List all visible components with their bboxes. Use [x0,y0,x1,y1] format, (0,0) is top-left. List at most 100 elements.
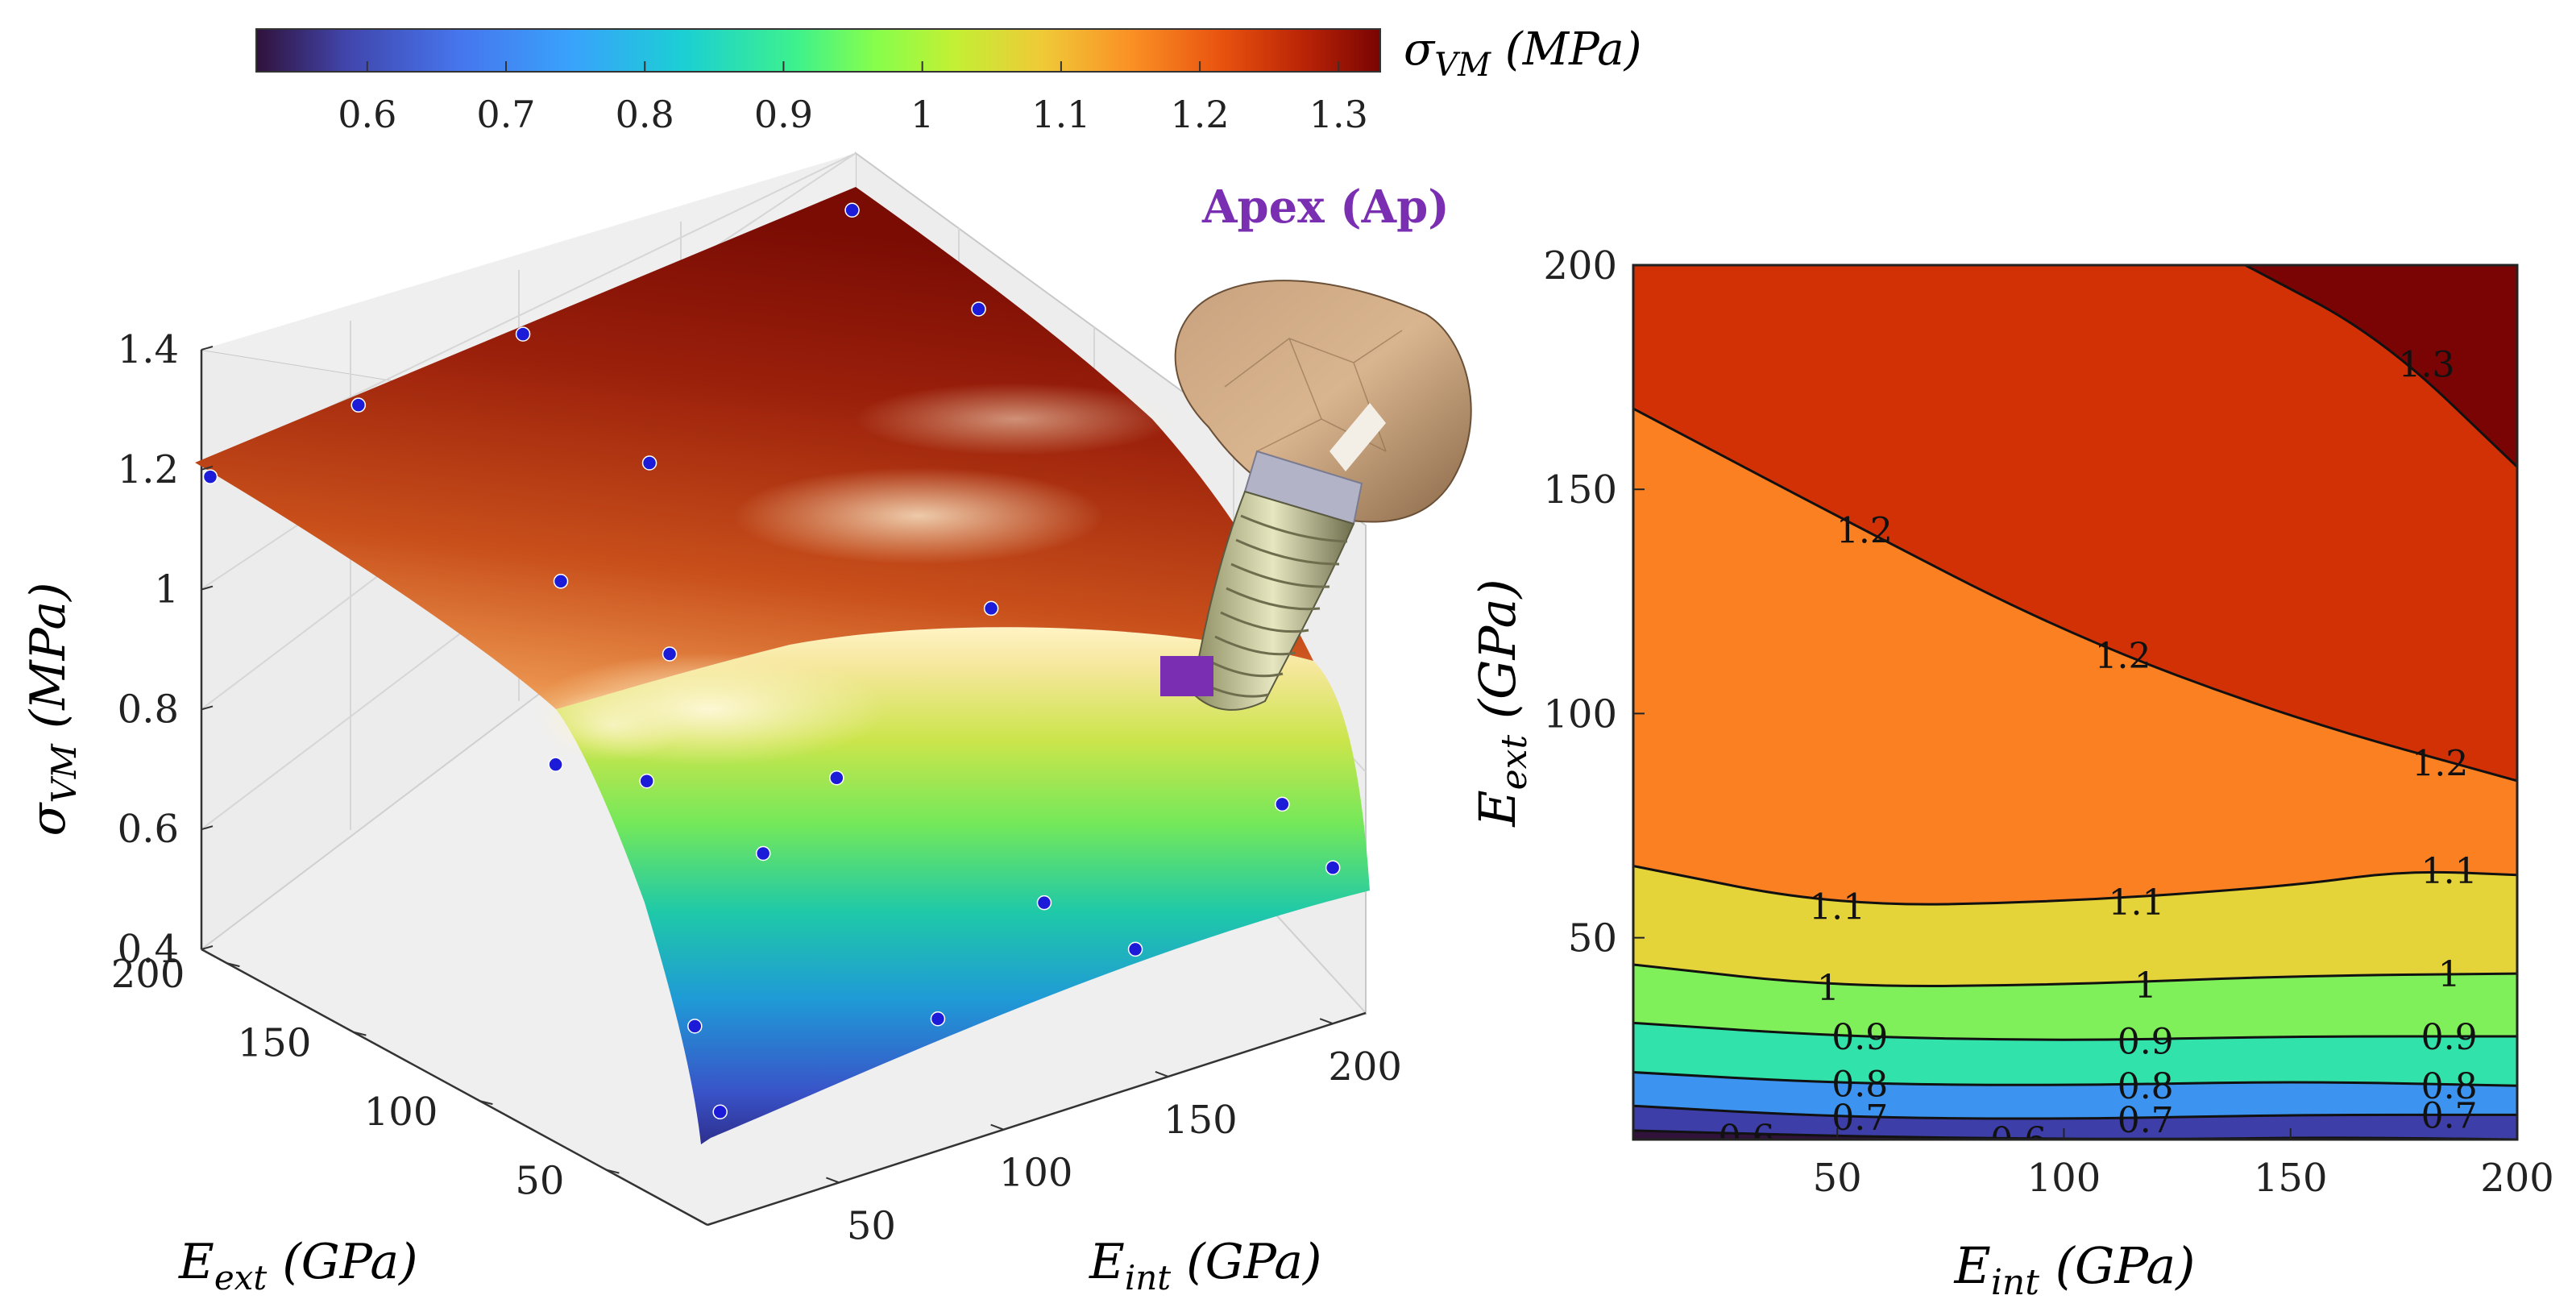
z-tick-label: 0.4 [118,927,179,972]
y-axis-label-3d: Eext (GPa) [178,1234,418,1297]
z-tick-mark [201,585,214,591]
z-tick-mark [201,346,214,351]
x-tick-mark-3d [990,1123,1005,1131]
sample-point [548,757,563,772]
y-axis-label-2d: Eext (GPa) [1468,579,1535,827]
colorbar-tick-label: 0.7 [476,93,535,136]
sample-point [829,770,844,786]
x-tick-label-2d: 150 [2254,1156,2328,1201]
contour-label: 0.7 [2421,1095,2478,1136]
contour-label: 0.8 [2118,1066,2174,1107]
x-axis-label-3d: Eint (GPa) [1089,1234,1321,1297]
y-tick-label-2d: 50 [1568,916,1617,961]
contour-frame [1632,264,2519,1141]
colorbar-tick-label: 0.9 [754,93,813,136]
contour-label: 0.8 [1831,1064,1888,1105]
y-tick-label-3d: 100 [364,1090,438,1135]
band-0-6-to-0-7 [1633,1106,2517,1140]
contour-label: 1.3 [2398,344,2454,385]
sample-points [202,202,1341,1119]
contour-label: 1.2 [2095,636,2151,677]
y-tick-label-2d: 150 [1543,467,1617,513]
sample-point [639,773,654,789]
colorbar-gradient [255,28,1381,73]
y-tick-label-2d: 100 [1543,691,1617,737]
contour-label: 1.2 [1836,510,1893,551]
x-tick-label-2d: 200 [2480,1156,2554,1201]
sample-point [983,600,999,616]
contour-line [1633,407,2517,783]
band-above-1-2 [1633,265,2517,781]
contour-label: 0.6 [1719,1118,1775,1159]
sample-point [1036,895,1052,911]
sample-point [971,301,986,317]
y-axis-line [201,948,708,1227]
contour-label: 0.6 [1990,1120,2047,1161]
y-tick-mark-3d [479,1100,493,1106]
sample-point [641,455,657,471]
y-tick-label-2d: 200 [1543,243,1617,289]
contour-label: 1.1 [2108,882,2164,924]
y-tick-label-3d: 200 [111,952,185,997]
contour-label: 1.2 [2412,744,2468,785]
x-tick-label-3d: 100 [999,1151,1073,1196]
x-tick-label-2d: 100 [2027,1156,2101,1201]
contour-line [1633,1021,2517,1041]
contour-line [1633,963,2517,988]
x-axis-line [707,1011,1367,1227]
y-tick-mark-3d [226,962,240,968]
contour-label: 1 [2134,965,2157,1007]
sample-point [553,574,569,589]
contour-lines [1633,265,2517,1140]
contour-labels: 0.6 0.60.7 0.7 0.70.8 0.8 0.80.9 0.9 0.91 1 11.1 1… [1719,344,2478,1161]
colorbar-tick-label: 0.8 [616,93,674,136]
z-tick-label: 0.6 [118,807,179,852]
sample-point [515,326,531,342]
x-tick-mark-3d [1319,1018,1334,1025]
contour-label: 1 [2438,954,2461,995]
y-tick-label-3d: 150 [238,1021,312,1066]
colorbar: 0.6 0.7 0.8 0.9 1 1.1 1.2 1.3 σVM (MPa) [255,23,1641,136]
colorbar-tick-label: 1 [911,93,934,136]
contour-label: 0.8 [2421,1066,2478,1107]
contour-label: 1 [1817,968,1840,1009]
z-tick-mark [201,465,214,471]
sample-point [351,397,367,413]
x-axis-label-2d: Eint (GPa) [1954,1236,2196,1303]
contour-line [1633,1104,2517,1120]
x-tick-label-2d: 50 [1813,1156,1862,1201]
apex-marker [1160,656,1213,696]
sample-point [712,1104,728,1119]
y-tick-label-3d: 50 [515,1159,564,1204]
contour-label: 1.1 [1809,887,1865,928]
sample-point [687,1019,703,1034]
y-tick-mark-3d [606,1169,620,1174]
sample-point [202,469,218,484]
band-above-1-3 [2245,265,2517,467]
sample-point [844,202,860,218]
z-tick-label: 1.4 [118,327,179,372]
contour-label: 0.7 [2118,1100,2174,1141]
contour-label: 0.9 [2118,1022,2174,1063]
sample-point [755,845,771,861]
surface-plot-3d: 0.4 0.6 0.8 1 1.2 1.4 50 100 150 200 50 100 150 200… [20,152,1472,1297]
colorbar-tick-label: 0.6 [338,93,396,136]
contour-line [1633,865,2517,906]
sample-point [662,646,678,662]
colorbar-label: σVM (MPa) [1404,23,1641,84]
contour-fills [1633,265,2517,1140]
contour-label: 0.7 [1831,1098,1888,1139]
sample-point [1127,941,1143,957]
sample-point [1325,860,1341,875]
x-tick-mark-3d [826,1177,840,1184]
z-tick-label: 1 [154,567,179,612]
dental-implant-illustration [1160,280,1472,711]
sample-point [930,1011,946,1027]
contour-line [1633,1071,2517,1087]
x-tick-label-3d: 50 [847,1203,896,1248]
y-tick-mark-3d [353,1031,367,1036]
colorbar-tick-label: 1.1 [1031,93,1090,136]
response-surface [195,187,1370,1144]
z-tick-mark [201,705,214,711]
